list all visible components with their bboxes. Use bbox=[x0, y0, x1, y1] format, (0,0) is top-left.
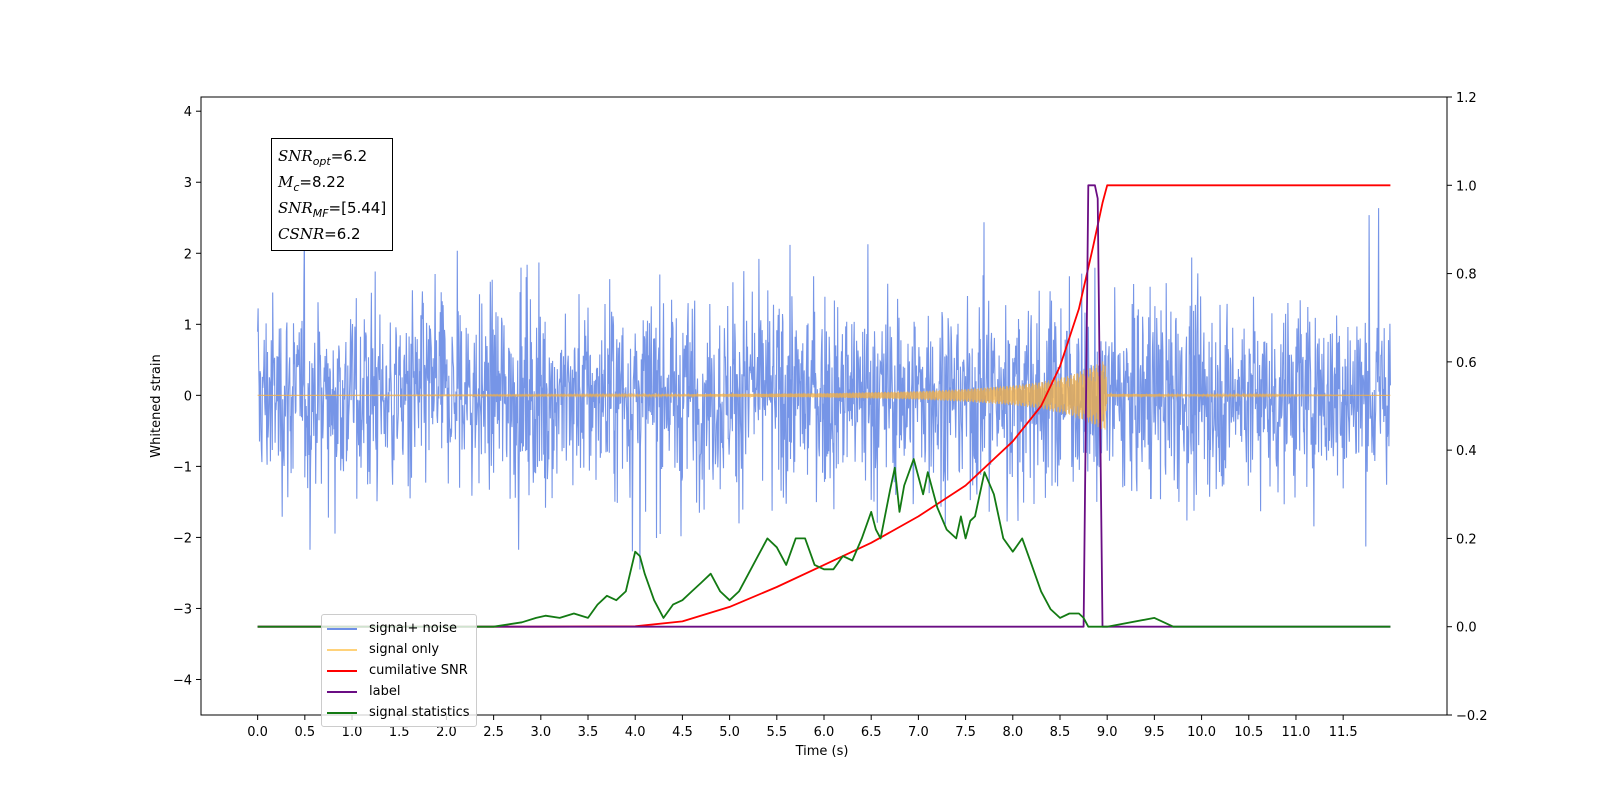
x-tick-label: 3.5 bbox=[578, 725, 599, 740]
y-axis-right: 1.2 1.0 0.8 0.6 0.4 0.2 0.0 −0.2 bbox=[1447, 91, 1488, 724]
x-tick-label: 2.5 bbox=[483, 725, 504, 740]
x-tick-label: 5.0 bbox=[719, 725, 740, 740]
x-tick-label: 7.0 bbox=[908, 725, 929, 740]
csnr-line: CSNR=6.2 bbox=[278, 225, 361, 243]
x-tick-label: 4.5 bbox=[672, 725, 693, 740]
x-tick-label: 0.0 bbox=[247, 725, 268, 740]
snr-mf-line: SNRMF=[5.44] bbox=[278, 199, 387, 220]
y-left-tick-label: 4 bbox=[184, 105, 192, 120]
y-left-tick-label: 2 bbox=[184, 247, 192, 262]
x-axis: 0.0 0.5 1.0 1.5 2.0 2.5 3.0 3.5 4.0 4.5 5.0 5.5 6.0 6… bbox=[247, 715, 1358, 740]
legend-entry: signal only bbox=[327, 639, 470, 660]
y-left-tick-label: −1 bbox=[173, 460, 192, 475]
legend-entry: label bbox=[327, 681, 470, 702]
x-tick-label: 6.0 bbox=[814, 725, 835, 740]
annotation-box: SNRopt=6.2 Mc=8.22 SNRMF=[5.44] CSNR=6.2 bbox=[271, 138, 394, 251]
mc-line: Mc=8.22 bbox=[278, 173, 346, 194]
legend-swatch bbox=[327, 627, 357, 630]
series-signal-only bbox=[257, 361, 1391, 430]
y-right-tick-label: 0.0 bbox=[1456, 621, 1477, 636]
x-axis-label: Time (s) bbox=[795, 744, 849, 759]
x-tick-label: 2.0 bbox=[436, 725, 457, 740]
legend-entry: signal statistics bbox=[327, 702, 470, 723]
legend-entry: signal+ noise bbox=[327, 618, 470, 639]
x-tick-label: 10.5 bbox=[1234, 725, 1263, 740]
x-tick-label: 1.5 bbox=[389, 725, 410, 740]
x-tick-label: 9.0 bbox=[1097, 725, 1118, 740]
x-tick-label: 3.0 bbox=[530, 725, 551, 740]
legend-swatch bbox=[327, 669, 357, 672]
legend-entry: cumilative SNR bbox=[327, 660, 470, 681]
y-left-tick-label: −3 bbox=[173, 602, 192, 617]
x-tick-label: 5.5 bbox=[766, 725, 787, 740]
y-axis-label: Whitened strain bbox=[149, 354, 164, 457]
y-left-tick-label: 3 bbox=[184, 176, 192, 191]
series-signal-statistics bbox=[257, 458, 1391, 628]
y-right-tick-label: −0.2 bbox=[1456, 709, 1488, 724]
legend-swatch bbox=[327, 711, 357, 714]
y-right-tick-label: 0.8 bbox=[1456, 268, 1477, 283]
x-tick-label: 6.5 bbox=[861, 725, 882, 740]
x-tick-label: 0.5 bbox=[294, 725, 315, 740]
y-right-tick-label: 0.2 bbox=[1456, 532, 1477, 547]
series-cumulative-snr bbox=[257, 184, 1391, 628]
y-axis-left: 4 3 2 1 0 −1 −2 −3 −4 bbox=[173, 105, 201, 688]
series-layer bbox=[257, 184, 1391, 628]
x-tick-label: 1.0 bbox=[342, 725, 363, 740]
y-left-tick-label: −2 bbox=[173, 531, 192, 546]
legend-swatch bbox=[327, 690, 357, 693]
series-signal-noise bbox=[257, 208, 1391, 570]
y-right-tick-label: 0.4 bbox=[1456, 444, 1477, 459]
y-right-tick-label: 1.0 bbox=[1456, 179, 1477, 194]
x-tick-label: 11.5 bbox=[1329, 725, 1358, 740]
y-left-tick-label: 0 bbox=[184, 389, 192, 404]
x-tick-label: 10.0 bbox=[1187, 725, 1216, 740]
y-left-tick-label: 1 bbox=[184, 318, 192, 333]
legend-swatch bbox=[327, 648, 357, 651]
x-tick-label: 9.5 bbox=[1144, 725, 1165, 740]
y-right-tick-label: 0.6 bbox=[1456, 356, 1477, 371]
legend: signal+ noise signal only cumilative SNR… bbox=[321, 614, 477, 727]
x-tick-label: 7.5 bbox=[955, 725, 976, 740]
x-tick-label: 4.0 bbox=[625, 725, 646, 740]
x-tick-label: 8.0 bbox=[1002, 725, 1023, 740]
y-right-tick-label: 1.2 bbox=[1456, 91, 1477, 106]
x-tick-label: 8.5 bbox=[1050, 725, 1071, 740]
snr-opt-line: SNRopt=6.2 bbox=[278, 147, 368, 168]
y-left-tick-label: −4 bbox=[173, 673, 192, 688]
x-tick-label: 11.0 bbox=[1281, 725, 1310, 740]
